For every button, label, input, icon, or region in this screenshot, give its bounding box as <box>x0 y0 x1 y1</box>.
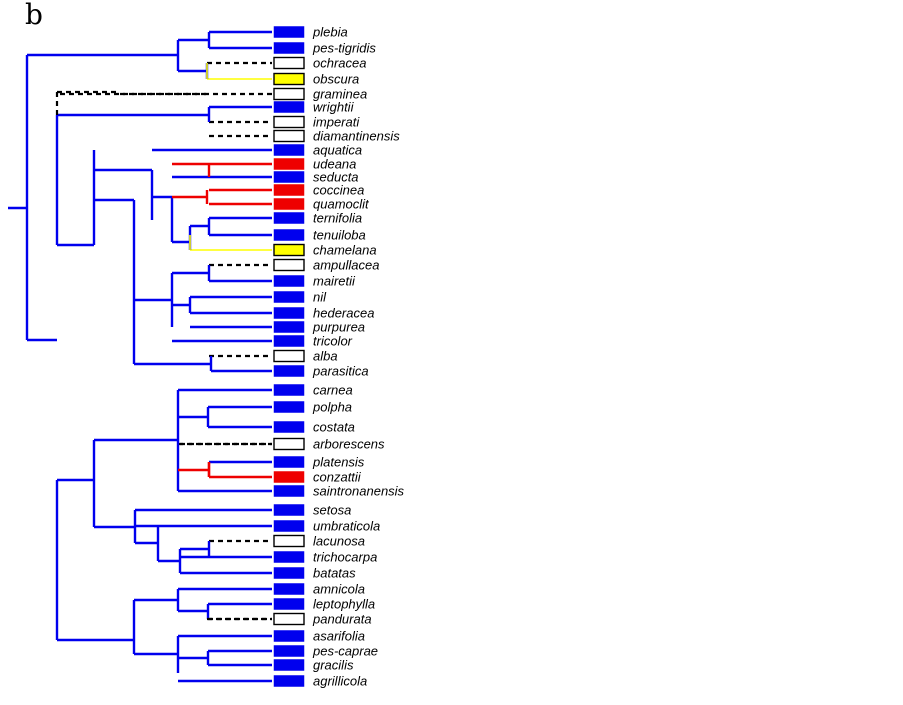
species-label-parasitica: parasitica <box>312 364 369 379</box>
trait-box-coccinea <box>273 184 305 196</box>
species-label-amnicola: amnicola <box>313 582 365 597</box>
species-label-coccinea: coccinea <box>313 183 364 198</box>
trait-box-obscura <box>273 72 305 86</box>
species-label-batatas: batatas <box>313 566 356 581</box>
trait-box-imperati <box>273 115 305 129</box>
trait-box-parasitica <box>273 365 305 377</box>
trait-box-setosa <box>273 504 305 516</box>
trait-box-tenuiloba <box>273 229 305 241</box>
trait-box-gracilis <box>273 659 305 671</box>
species-label-polpha: polpha <box>312 400 352 415</box>
species-label-obscura: obscura <box>313 72 359 87</box>
species-label-conzattii: conzattii <box>313 470 362 485</box>
trait-box-costata <box>273 421 305 433</box>
species-label-leptophylla: leptophylla <box>313 597 375 612</box>
species-label-pes-tigridis: pes-tigridis <box>312 41 376 56</box>
trait-box-quamoclit <box>273 198 305 210</box>
trait-box-purpurea <box>273 321 305 333</box>
species-label-gracilis: gracilis <box>313 658 354 673</box>
trait-box-pes-tigridis <box>273 42 305 54</box>
species-label-imperati: imperati <box>313 115 360 130</box>
trait-box-pes-caprae <box>273 645 305 657</box>
trait-box-nil <box>273 291 305 303</box>
trait-box-pandurata <box>273 612 305 626</box>
species-label-nil: nil <box>313 290 327 305</box>
trait-box-aquatica <box>273 144 305 156</box>
trait-box-udeana <box>273 158 305 170</box>
trait-box-tricolor <box>273 335 305 347</box>
trait-box-batatas <box>273 567 305 579</box>
trait-box-ternifolia <box>273 212 305 224</box>
species-label-arborescens: arborescens <box>313 437 385 452</box>
trait-box-chamelana <box>273 243 305 257</box>
species-label-tenuiloba: tenuiloba <box>313 228 366 243</box>
trait-box-arborescens <box>273 437 305 451</box>
species-label-graminea: graminea <box>313 87 367 102</box>
trait-box-conzattii <box>273 471 305 483</box>
species-label-pandurata: pandurata <box>312 612 372 627</box>
species-label-alba: alba <box>313 349 338 364</box>
species-label-ochracea: ochracea <box>313 56 366 71</box>
trait-box-carnea <box>273 384 305 396</box>
trait-box-ampullacea <box>273 258 305 272</box>
trait-box-platensis <box>273 456 305 468</box>
species-label-saintronanensis: saintronanensis <box>313 484 405 499</box>
tree-branches <box>8 30 272 683</box>
trait-box-leptophylla <box>273 598 305 610</box>
trait-box-agrillicola <box>273 675 305 687</box>
species-label-pes-caprae: pes-caprae <box>312 644 378 659</box>
trait-box-ochracea <box>273 56 305 70</box>
species-label-plebia: plebia <box>312 25 348 40</box>
species-label-setosa: setosa <box>313 503 351 518</box>
species-label-lacunosa: lacunosa <box>313 534 365 549</box>
trait-box-saintronanensis <box>273 485 305 497</box>
trait-box-seducta <box>273 171 305 183</box>
trait-box-plebia <box>273 26 305 38</box>
species-label-wrightii: wrightii <box>313 100 355 115</box>
species-label-platensis: platensis <box>312 455 365 470</box>
trait-box-wrightii <box>273 101 305 113</box>
species-label-mairetii: mairetii <box>313 274 356 289</box>
trait-box-graminea <box>273 87 305 101</box>
species-label-chamelana: chamelana <box>313 243 377 258</box>
species-label-seducta: seducta <box>313 170 359 185</box>
species-label-diamantinensis: diamantinensis <box>313 129 400 144</box>
panel-label: b <box>25 0 43 31</box>
species-label-aquatica: aquatica <box>313 143 362 158</box>
species-label-purpurea: purpurea <box>312 320 365 335</box>
species-label-costata: costata <box>313 420 355 435</box>
trait-box-alba <box>273 349 305 363</box>
species-label-trichocarpa: trichocarpa <box>313 550 377 565</box>
species-label-carnea: carnea <box>313 383 353 398</box>
species-label-tricolor: tricolor <box>313 334 353 349</box>
trait-box-hederacea <box>273 307 305 319</box>
species-label-udeana: udeana <box>313 157 356 172</box>
trait-box-umbraticola <box>273 520 305 532</box>
species-label-asarifolia: asarifolia <box>313 629 365 644</box>
trait-box-lacunosa <box>273 534 305 548</box>
species-label-umbraticola: umbraticola <box>313 519 380 534</box>
trait-box-polpha <box>273 401 305 413</box>
trait-box-asarifolia <box>273 630 305 642</box>
species-label-hederacea: hederacea <box>313 306 374 321</box>
species-label-ternifolia: ternifolia <box>313 211 362 226</box>
trait-box-amnicola <box>273 583 305 595</box>
species-labels: plebiapes-tigridisochraceaobscuragramine… <box>312 25 405 689</box>
trait-box-diamantinensis <box>273 129 305 143</box>
species-label-agrillicola: agrillicola <box>313 674 367 689</box>
trait-box-mairetii <box>273 275 305 287</box>
species-label-quamoclit: quamoclit <box>313 197 370 212</box>
trait-box-trichocarpa <box>273 551 305 563</box>
trait-boxes <box>273 26 305 687</box>
species-label-ampullacea: ampullacea <box>313 258 380 273</box>
